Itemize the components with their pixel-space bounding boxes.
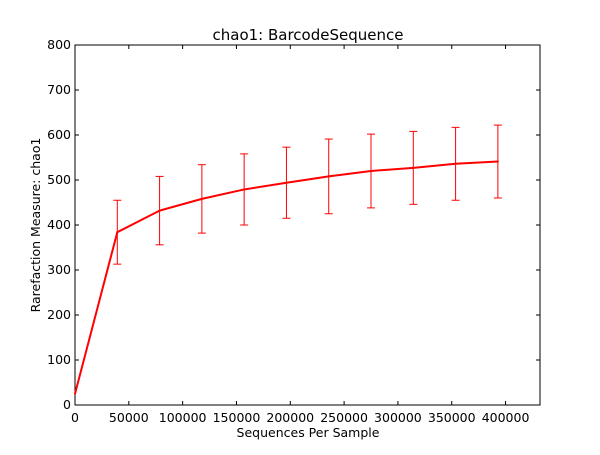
data-point bbox=[370, 170, 373, 172]
x-tick-label: 0 bbox=[71, 410, 79, 425]
y-tick-label: 600 bbox=[47, 127, 71, 142]
data-point bbox=[327, 175, 330, 178]
data-point bbox=[158, 209, 161, 212]
y-axis-label: Rarefaction Measure: chao1 bbox=[28, 138, 43, 313]
data-point bbox=[243, 188, 246, 191]
data-point bbox=[454, 162, 457, 165]
y-tick-label: 700 bbox=[47, 82, 71, 97]
y-tick-label: 800 bbox=[47, 37, 71, 52]
x-tick-label: 400000 bbox=[482, 410, 530, 425]
chart-title: chao1: BarcodeSequence bbox=[213, 26, 404, 44]
data-point bbox=[496, 160, 499, 163]
y-tick-label: 100 bbox=[47, 352, 71, 367]
data-point bbox=[74, 392, 77, 395]
x-axis-label: Sequences Per Sample bbox=[237, 425, 380, 440]
y-tick-label: 200 bbox=[47, 307, 71, 322]
x-tick-label: 250000 bbox=[320, 410, 368, 425]
x-tick-label: 50000 bbox=[109, 410, 149, 425]
plot-frame bbox=[74, 44, 541, 406]
y-tick-label: 500 bbox=[47, 172, 71, 187]
x-tick-label: 150000 bbox=[213, 410, 261, 425]
data-point bbox=[116, 231, 119, 234]
plot-area: 0 50000 100000 150000 200000 250000 300000 3500… bbox=[47, 37, 541, 425]
x-tick-label: 300000 bbox=[374, 410, 422, 425]
y-tick-label: 300 bbox=[47, 262, 71, 277]
x-tick-label: 200000 bbox=[266, 410, 314, 425]
y-tick-label: 400 bbox=[47, 217, 71, 232]
x-tick-label: 100000 bbox=[159, 410, 207, 425]
x-tick-label: 350000 bbox=[428, 410, 476, 425]
data-point bbox=[200, 197, 203, 200]
data-point bbox=[412, 166, 415, 169]
y-tick-label: 0 bbox=[63, 397, 71, 412]
data-point bbox=[285, 181, 288, 184]
